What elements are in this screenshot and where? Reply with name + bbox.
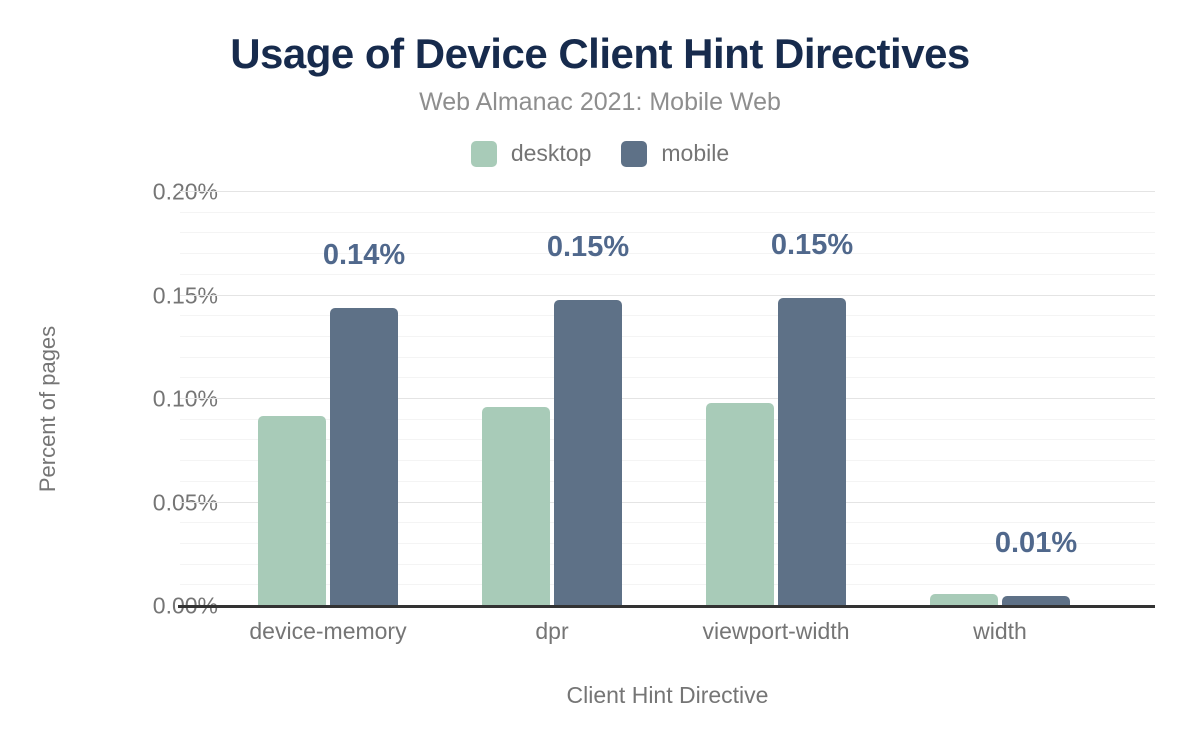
bar-mobile-width[interactable] (1002, 595, 1070, 606)
major-gridline (180, 501, 1155, 503)
value-label-dpr: 0.15% (546, 230, 630, 263)
minor-gridline (180, 418, 1155, 420)
value-label-device-memory: 0.14% (322, 238, 406, 271)
x-axis-line (178, 605, 1155, 608)
bar-desktop-width[interactable] (930, 593, 998, 606)
major-gridline (180, 294, 1155, 296)
bar-desktop-viewport-width[interactable] (706, 403, 774, 606)
minor-gridline (180, 211, 1155, 213)
y-axis-title: Percent of pages (35, 325, 60, 493)
major-gridline (180, 398, 1155, 399)
legend: desktop mobile (0, 140, 1200, 167)
minor-gridline (180, 273, 1155, 275)
minor-gridline (180, 563, 1155, 565)
legend-item-desktop: desktop (470, 140, 592, 167)
minor-gridline (180, 439, 1155, 441)
bar-desktop-device-memory[interactable] (258, 415, 326, 606)
minor-gridline (180, 377, 1155, 379)
minor-gridline (180, 335, 1155, 337)
chart-title: Usage of Device Client Hint Directives (230, 30, 970, 77)
value-label-width: 0.01% (994, 526, 1078, 559)
bar-mobile-device-memory[interactable] (330, 307, 398, 606)
mobile-swatch-icon (621, 140, 648, 167)
desktop-swatch-icon (470, 140, 497, 167)
x-tick-label-device-memory: device-memory (249, 618, 407, 644)
bar-desktop-dpr[interactable] (482, 407, 550, 606)
minor-gridline (180, 542, 1155, 544)
bar-mobile-viewport-width[interactable] (778, 297, 846, 606)
minor-gridline (180, 356, 1155, 358)
x-axis-title: Client Hint Directive (566, 682, 769, 708)
legend-label-mobile: mobile (661, 140, 730, 166)
major-gridline (180, 191, 1155, 192)
chart-subtitle: Web Almanac 2021: Mobile Web (419, 88, 781, 116)
legend-item-mobile: mobile (621, 140, 729, 167)
x-tick-label-width: width (973, 618, 1027, 644)
minor-gridline (180, 460, 1155, 462)
minor-gridline (180, 522, 1155, 524)
minor-gridline (180, 480, 1155, 482)
value-label-viewport-width: 0.15% (770, 228, 854, 261)
minor-gridline (180, 253, 1155, 255)
x-tick-label-viewport-width: viewport-width (702, 618, 850, 644)
plot-area: 0.14% 0.15% 0.15% 0.01% device-memory dpr view… (180, 191, 1155, 644)
x-tick-label-dpr: dpr (535, 618, 569, 644)
minor-gridline (180, 584, 1155, 586)
legend-label-desktop: desktop (510, 140, 592, 166)
minor-gridline (180, 232, 1155, 234)
minor-gridline (180, 315, 1155, 317)
bar-mobile-dpr[interactable] (554, 299, 622, 606)
